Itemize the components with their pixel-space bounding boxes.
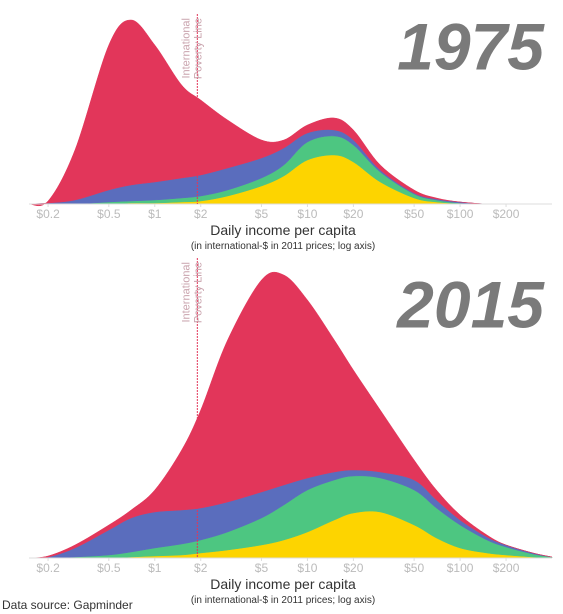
x-tick-label: $20 [343,207,363,221]
x-tick-label: $0.2 [36,561,60,575]
poverty-line-label: Poverty Line [192,262,204,323]
year-title: 2015 [395,267,545,341]
x-tick-label: $100 [447,207,474,221]
year-title: 1975 [397,9,545,83]
x-tick-label: $0.5 [97,207,121,221]
x-tick-label: $20 [343,561,363,575]
x-axis-label: Daily income per capita [210,222,356,238]
x-tick-label: $2 [194,561,208,575]
chart-panel: $0.2 $0.5 $1 $2 $5 $10 $20 $50 $100 $200 Daily inc… [28,258,553,606]
x-axis-note: (in international-$ in 2011 prices; log … [191,595,375,606]
x-tick-label: $0.5 [97,561,121,575]
x-tick-label: $50 [404,561,424,575]
data-source: Data source: Gapminder [2,598,133,612]
x-tick-label: $50 [404,207,424,221]
x-axis-note: (in international-$ in 2011 prices; log … [191,241,375,252]
x-axis-label: Daily income per capita [210,576,356,592]
x-tick-label: $1 [148,207,162,221]
poverty-line-label: Poverty Line [192,18,204,79]
x-tick-label: $10 [297,561,317,575]
x-tick-label: $1 [148,561,162,575]
x-tick-label: $200 [493,561,520,575]
x-tick-label: $2 [194,207,208,221]
x-tick-label: $100 [447,561,474,575]
x-tick-label: $5 [255,207,269,221]
x-tick-label: $200 [493,207,520,221]
area-segment [28,271,553,559]
poverty-line-label: International [180,262,192,323]
chart-panel: $0.2 $0.5 $1 $2 $5 $10 $20 $50 $100 $200 Daily inc… [28,9,552,252]
x-tick-label: $0.2 [36,207,60,221]
poverty-line-label: International [180,18,192,79]
x-tick-label: $5 [255,561,269,575]
x-tick-label: $10 [297,207,317,221]
